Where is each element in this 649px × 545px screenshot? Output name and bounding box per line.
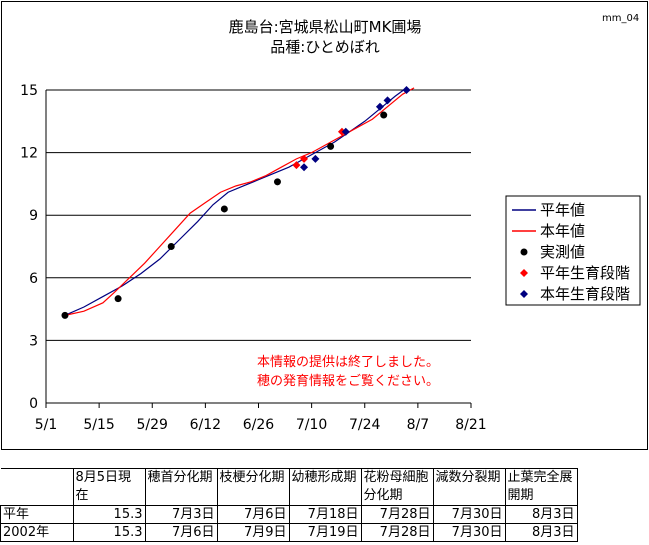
growth-stage-table: 8月5日現在 穂首分化期 枝梗分化期 幼穂形成期 花粉母細胞分化期 減数分裂期 …	[0, 468, 578, 542]
table-row-label: 平年	[0, 505, 74, 524]
table-header-cell: 穂首分化期	[144, 468, 218, 506]
data-point	[220, 205, 228, 213]
data-point	[327, 142, 335, 150]
chart-title-line2: 品種:ひとめぼれ	[270, 38, 380, 56]
data-point	[300, 163, 309, 172]
table-cell: 7月9日	[216, 523, 290, 542]
y-tick-label: 3	[29, 333, 38, 349]
chart-svg: 鹿島台:宮城県松山町MK圃場 品種:ひとめぼれ mm_04 0 3 6 9 12 15 5/…	[20, 13, 641, 433]
y-tick-label: 15	[20, 83, 38, 99]
x-tick-label: 7/24	[349, 417, 381, 433]
table-cell: 15.3	[72, 523, 146, 542]
table-cell: 7月6日	[144, 523, 218, 542]
table-cell: 7月18日	[288, 505, 362, 524]
series-line	[64, 87, 407, 316]
table-header-cell: 止葉完全展開期	[504, 468, 578, 506]
annotation-line1: 本情報の提供は終了しました。	[257, 354, 439, 370]
table-cell: 7月28日	[360, 505, 434, 524]
table-row: 2002年 15.3 7月6日 7月9日 7月19日 7月28日 7月30日 8…	[0, 523, 578, 542]
x-tick-label: 5/15	[83, 417, 114, 433]
legend-label: 平年生育段階	[540, 264, 630, 282]
x-tick-label: 8/21	[455, 417, 486, 433]
legend-swatch	[520, 269, 528, 277]
data-point	[167, 243, 175, 250]
x-tick-label: 5/29	[137, 417, 168, 433]
table-header-row: 8月5日現在 穂首分化期 枝梗分化期 幼穂形成期 花粉母細胞分化期 減数分裂期 …	[0, 468, 578, 506]
data-point	[341, 127, 350, 136]
data-point	[114, 295, 122, 303]
table-cell: 7月6日	[216, 505, 290, 524]
data-point	[300, 154, 309, 163]
legend-label: 本年生育段階	[540, 285, 630, 303]
table-cell: 8月3日	[504, 505, 578, 524]
corner-code: mm_04	[602, 13, 639, 24]
table-cell: 7月3日	[144, 505, 218, 524]
data-point	[61, 311, 69, 319]
data-point	[273, 178, 281, 186]
table-header-cell: 花粉母細胞分化期	[360, 468, 434, 506]
x-tick-label: 6/26	[243, 417, 275, 433]
data-point	[380, 111, 388, 119]
series-line	[64, 87, 415, 316]
data-point	[375, 102, 384, 111]
legend-box	[505, 195, 641, 306]
table-row: 平年 15.3 7月3日 7月6日 7月18日 7月28日 7月30日 8月3日	[0, 505, 578, 524]
chart-title-line1: 鹿島台:宮城県松山町MK圃場	[229, 18, 422, 36]
y-tick-label: 12	[20, 146, 38, 162]
plot-area: 0 3 6 9 12 15 5/1 5/15 5/29 6/12 6/26 7/10 7/24 8/7 8/…	[20, 83, 487, 433]
table-header-cell: 減数分裂期	[432, 468, 506, 506]
table-header-cell: 8月5日現在	[72, 468, 146, 506]
legend-label: 本年値	[540, 222, 585, 240]
x-tick-label: 8/7	[407, 417, 430, 433]
table-cell: 7月19日	[288, 523, 362, 542]
table-row-label: 2002年	[0, 523, 74, 542]
data-point	[383, 96, 392, 105]
x-tick-label: 6/12	[190, 417, 221, 433]
table-cell: 7月28日	[360, 523, 434, 542]
legend-swatch	[520, 290, 528, 298]
table-cell: 8月3日	[504, 523, 578, 542]
y-tick-label: 0	[29, 396, 38, 412]
legend-label: 実測値	[540, 243, 585, 261]
x-tick-label: 5/1	[35, 417, 58, 433]
table-header-cell: 枝梗分化期	[216, 468, 290, 506]
data-point	[311, 154, 320, 163]
data-point	[292, 161, 301, 170]
legend-swatch	[520, 248, 528, 256]
table-cell: 15.3	[72, 505, 146, 524]
legend-label: 平年値	[540, 201, 585, 219]
chart-frame: 鹿島台:宮城県松山町MK圃場 品種:ひとめぼれ mm_04 0 3 6 9 12 15 5/…	[1, 1, 648, 450]
x-tick-label: 7/10	[296, 417, 327, 433]
table-corner-cell	[0, 468, 74, 506]
table-header-cell: 幼穂形成期	[288, 468, 362, 506]
y-tick-label: 6	[29, 271, 38, 287]
annotation-line2: 穂の発育情報をご覧ください。	[257, 373, 439, 389]
table-cell: 7月30日	[432, 523, 506, 542]
table-cell: 7月30日	[432, 505, 506, 524]
data-point	[402, 86, 411, 94]
y-tick-label: 9	[29, 208, 38, 224]
